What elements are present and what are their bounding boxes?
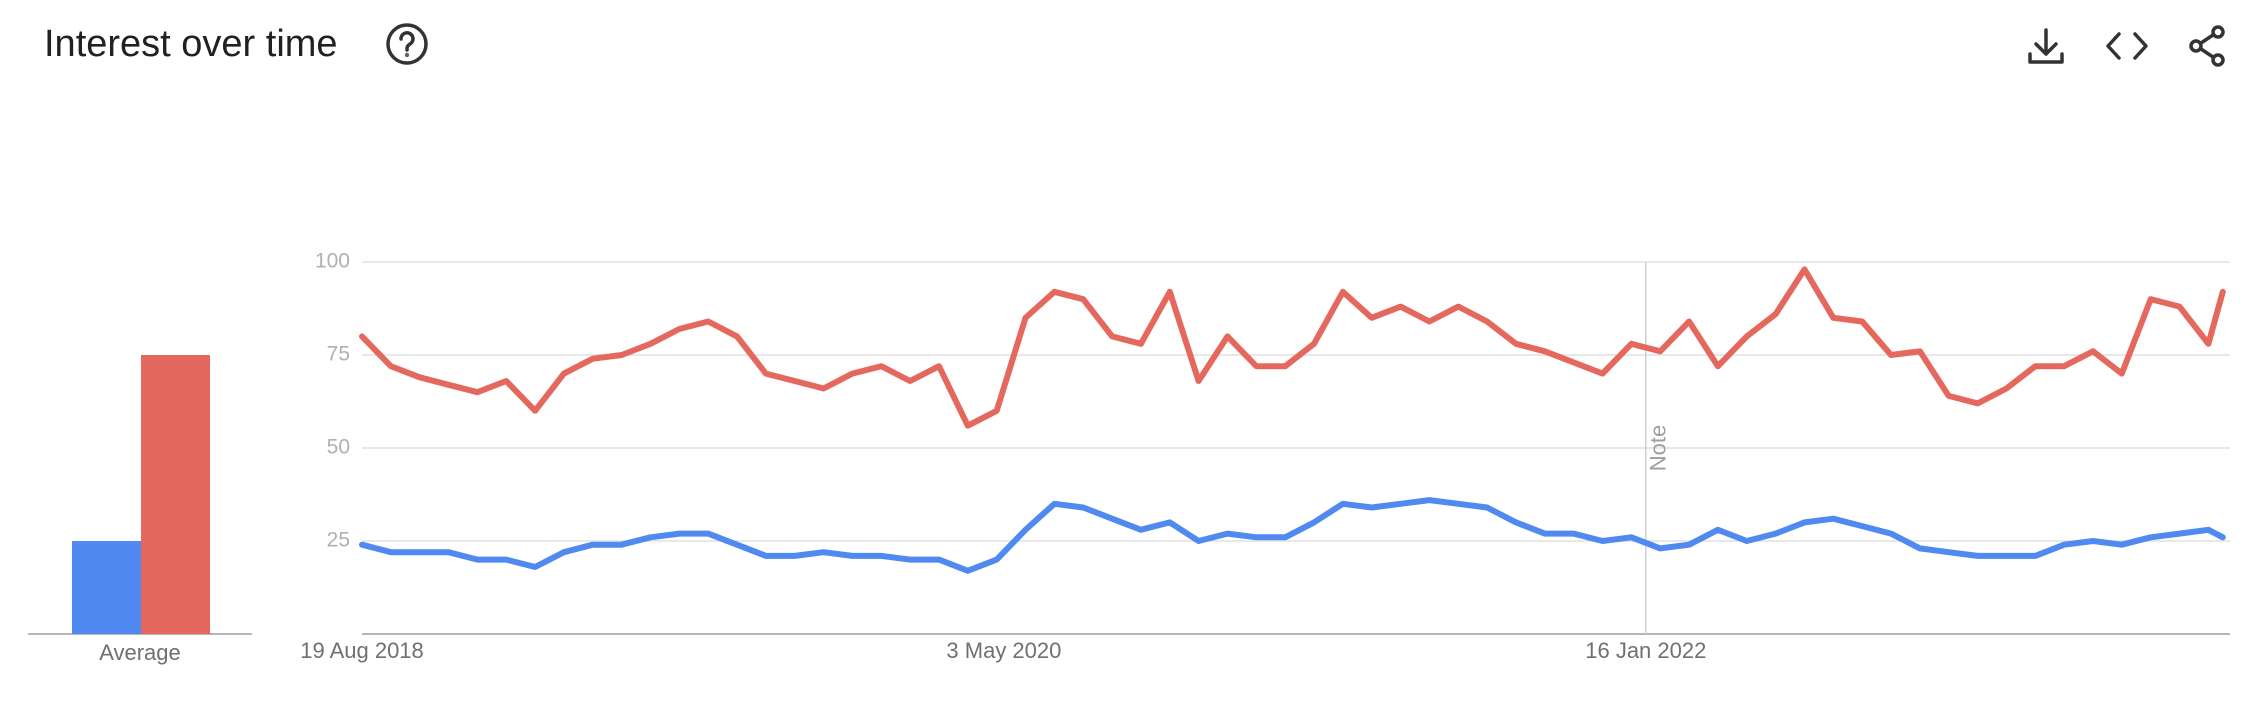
- average-bar: [141, 355, 210, 634]
- average-bar: [72, 541, 141, 634]
- series-line: [359, 497, 2226, 574]
- download-icon[interactable]: [2028, 28, 2064, 64]
- y-tick-label: 75: [327, 343, 350, 366]
- x-tick-label: 19 Aug 2018: [300, 638, 424, 663]
- y-tick-label: 100: [315, 250, 350, 273]
- average-label: Average: [99, 640, 181, 665]
- x-tick-label: 16 Jan 2022: [1585, 638, 1706, 663]
- help-icon[interactable]: [386, 23, 428, 65]
- y-tick-label: 25: [327, 529, 350, 552]
- embed-icon[interactable]: [2106, 32, 2148, 60]
- y-tick-label: 50: [327, 436, 350, 459]
- x-tick-label: 3 May 2020: [946, 638, 1061, 663]
- share-icon[interactable]: [2189, 25, 2225, 67]
- series-line: [359, 266, 2226, 429]
- chart-title: Interest over time: [44, 23, 338, 65]
- annotation-label: Note: [1646, 425, 1671, 471]
